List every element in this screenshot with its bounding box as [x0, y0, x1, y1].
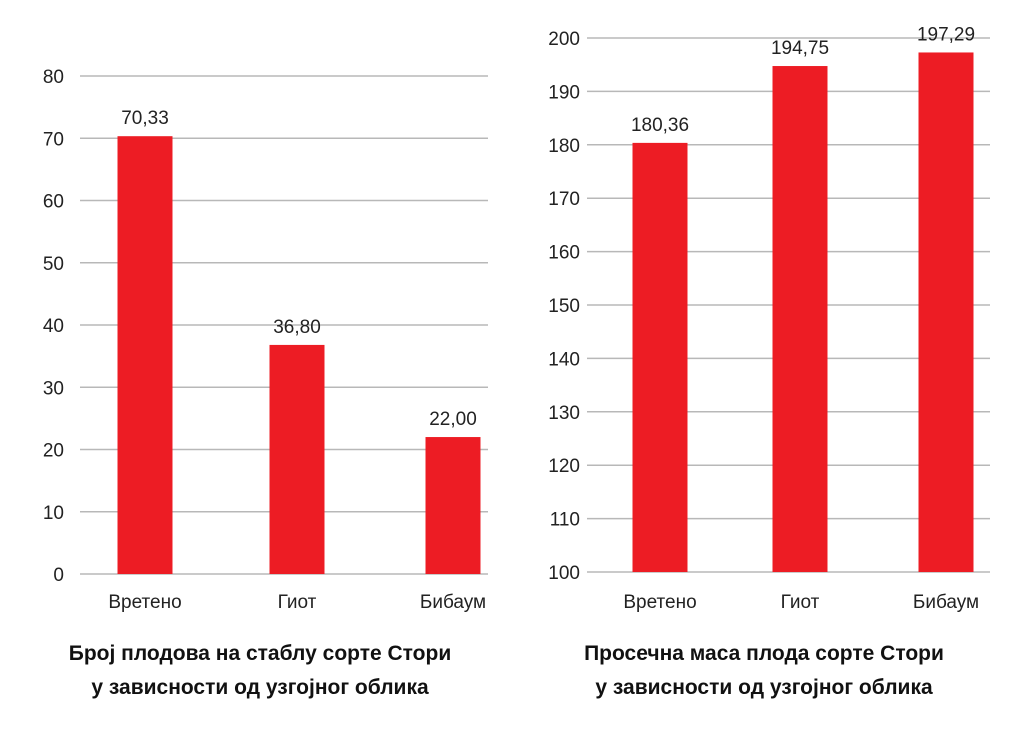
count-category-label: Гиот [278, 592, 317, 613]
count-bar [269, 344, 325, 574]
count-y-tick-label: 50 [43, 254, 64, 275]
count-y-tick-label: 40 [43, 316, 64, 337]
mass-y-tick-label: 130 [548, 403, 580, 424]
count-bar [425, 437, 481, 574]
mass-y-tick-label: 190 [548, 82, 580, 103]
mass-y-tick-label: 180 [548, 136, 580, 157]
chart-fruit-count-title-line-1: Број плодова на стаблу сорте Стори [69, 642, 451, 665]
count-category-label: Бибаум [420, 592, 486, 613]
mass-y-tick-label: 150 [548, 296, 580, 317]
mass-y-tick-label: 160 [548, 243, 580, 264]
chart-fruit-count-title-line-2: у зависности од узгојног облика [91, 676, 429, 699]
mass-category-label: Вретено [623, 592, 696, 613]
mass-category-label: Бибаум [913, 592, 979, 613]
count-data-label: 22,00 [429, 409, 477, 430]
count-bar [117, 136, 173, 575]
mass-bar [772, 66, 828, 572]
mass-category-label: Гиот [781, 592, 820, 613]
mass-data-label: 197,29 [917, 24, 975, 45]
count-data-label: 36,80 [273, 317, 321, 338]
count-data-label: 70,33 [121, 108, 169, 129]
count-y-tick-label: 20 [43, 441, 64, 462]
mass-y-tick-label: 100 [548, 563, 580, 584]
mass-data-label: 180,36 [631, 115, 689, 136]
chart-fruit-mass: 100 110 120 130 140 150 160 170 180 190 200 180,36 В… [548, 24, 990, 613]
mass-y-tick-label: 140 [548, 349, 580, 370]
mass-y-tick-label: 170 [548, 189, 580, 210]
mass-y-tick-label: 120 [548, 456, 580, 477]
count-y-tick-label: 70 [43, 129, 64, 150]
chart-fruit-count: 0 10 20 30 40 50 60 70 80 70,33 Вретено 36,80 Гиот 22… [43, 67, 488, 613]
count-y-tick-label: 80 [43, 67, 64, 88]
chart-fruit-mass-title-line-1: Просечна маса плода сорте Стори [584, 642, 944, 665]
count-y-tick-label: 10 [43, 503, 64, 524]
count-y-tick-label: 60 [43, 192, 64, 213]
mass-bar [918, 52, 974, 573]
mass-data-label: 194,75 [771, 38, 829, 59]
mass-y-tick-label: 110 [550, 510, 580, 531]
count-category-label: Вретено [108, 592, 181, 613]
mass-y-tick-label: 200 [548, 29, 580, 50]
count-y-tick-label: 30 [43, 378, 64, 399]
mass-bar [632, 142, 688, 572]
count-y-tick-label: 0 [53, 565, 64, 586]
chart-fruit-mass-title-line-2: у зависности од узгојног облика [595, 676, 933, 699]
